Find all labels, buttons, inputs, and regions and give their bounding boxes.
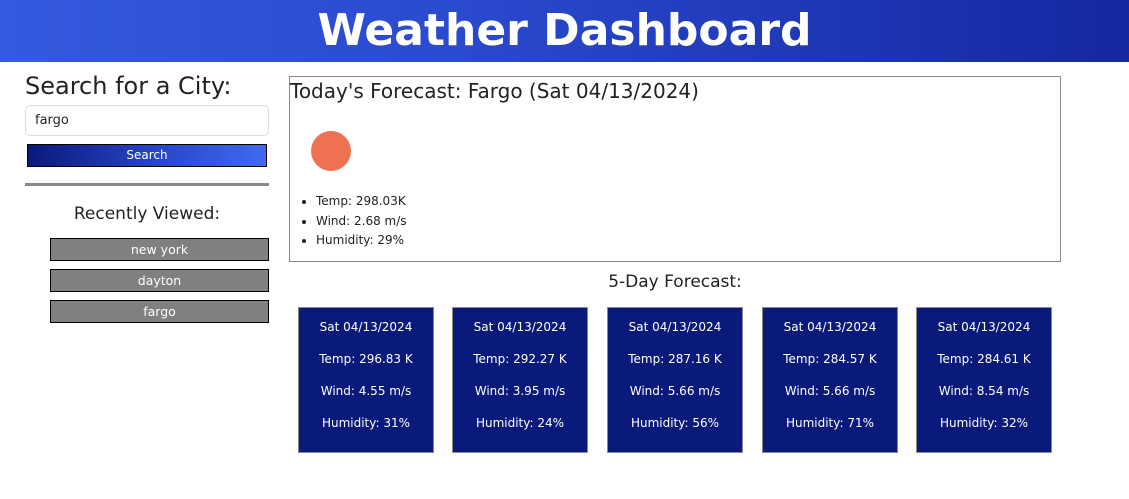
forecast-temp: Temp: 296.83 K	[319, 352, 413, 366]
forecast-humidity: Humidity: 31%	[321, 416, 411, 430]
forecast-humidity: Humidity: 24%	[475, 416, 565, 430]
forecast-card: Sat 04/13/2024 Temp: 292.27 K Wind: 3.95…	[452, 307, 588, 453]
sidebar: Search for a City: Search Recently Viewe…	[25, 70, 269, 331]
today-temp: Temp: 298.03K	[316, 192, 407, 212]
recently-viewed-list: new york dayton fargo	[50, 238, 269, 323]
forecast-card: Sat 04/13/2024 Temp: 284.57 K Wind: 5.66…	[762, 307, 898, 453]
forecast-date: Sat 04/13/2024	[473, 320, 567, 334]
forecast-wind: Wind: 4.55 m/s	[320, 384, 412, 398]
forecast-temp: Temp: 287.16 K	[628, 352, 722, 366]
forecast-wind: Wind: 8.54 m/s	[938, 384, 1030, 398]
forecast-humidity: Humidity: 32%	[939, 416, 1029, 430]
forecast-wind: Wind: 5.66 m/s	[784, 384, 876, 398]
recent-city-button[interactable]: fargo	[50, 300, 269, 323]
forecast-card: Sat 04/13/2024 Temp: 284.61 K Wind: 8.54…	[916, 307, 1052, 453]
forecast-date: Sat 04/13/2024	[319, 320, 413, 334]
forecast-date: Sat 04/13/2024	[937, 320, 1031, 334]
forecast-card: Sat 04/13/2024 Temp: 287.16 K Wind: 5.66…	[607, 307, 743, 453]
todays-forecast-details: Temp: 298.03K Wind: 2.68 m/s Humidity: 2…	[316, 192, 407, 251]
forecast-humidity: Humidity: 56%	[630, 416, 720, 430]
city-search-input[interactable]	[25, 105, 269, 136]
todays-forecast-title: Today's Forecast: Fargo (Sat 04/13/2024)	[290, 79, 699, 103]
today-humidity: Humidity: 29%	[316, 231, 407, 251]
header-banner: Weather Dashboard	[0, 0, 1129, 62]
forecast-date: Sat 04/13/2024	[783, 320, 877, 334]
forecast-temp: Temp: 292.27 K	[473, 352, 567, 366]
five-day-title: 5-Day Forecast:	[608, 272, 742, 292]
recent-city-button[interactable]: dayton	[50, 269, 269, 292]
search-button[interactable]: Search	[27, 144, 267, 167]
forecast-wind: Wind: 5.66 m/s	[629, 384, 721, 398]
forecast-temp: Temp: 284.61 K	[937, 352, 1031, 366]
sun-icon	[311, 131, 351, 171]
recent-city-button[interactable]: new york	[50, 238, 269, 261]
todays-forecast-panel: Today's Forecast: Fargo (Sat 04/13/2024)…	[289, 76, 1061, 262]
forecast-temp: Temp: 284.57 K	[783, 352, 877, 366]
recently-viewed-title: Recently Viewed:	[73, 204, 221, 224]
forecast-date: Sat 04/13/2024	[628, 320, 722, 334]
today-wind: Wind: 2.68 m/s	[316, 212, 407, 232]
forecast-card: Sat 04/13/2024 Temp: 296.83 K Wind: 4.55…	[298, 307, 434, 453]
forecast-humidity: Humidity: 71%	[785, 416, 875, 430]
page-title: Weather Dashboard	[317, 5, 812, 56]
search-title: Search for a City:	[25, 72, 232, 100]
sidebar-divider	[25, 183, 269, 186]
forecast-wind: Wind: 3.95 m/s	[474, 384, 566, 398]
